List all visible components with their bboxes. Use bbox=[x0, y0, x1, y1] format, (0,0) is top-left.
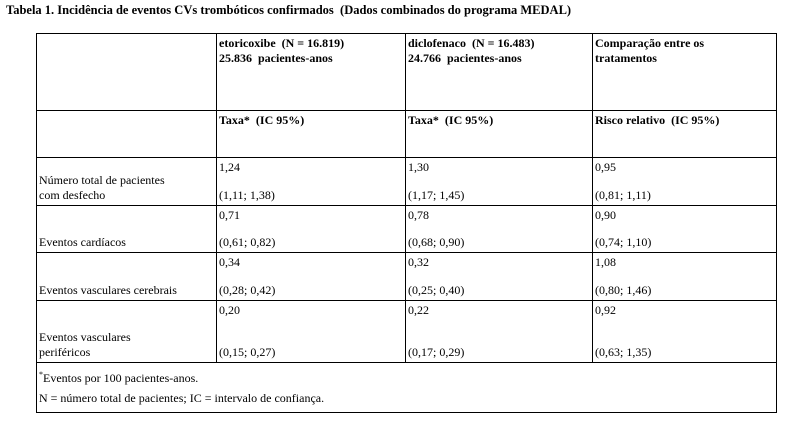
confidence-interval: (0,17; 0,29) bbox=[408, 345, 465, 359]
cell-box: 0,78 (0,68; 0,90) bbox=[408, 208, 590, 250]
rate-value: 1,24 bbox=[219, 160, 240, 174]
confidence-interval: (0,28; 0,42) bbox=[219, 283, 276, 297]
rate-value: 0,22 bbox=[408, 303, 429, 317]
data-cell: 1,08 (0,80; 1,46) bbox=[592, 252, 777, 301]
rate-value: 0,95 bbox=[595, 160, 616, 174]
cell-box: 0,20 (0,15; 0,27) bbox=[219, 303, 403, 360]
subheader-row: Taxa* (IC 95%) Taxa* (IC 95%) Risco relati… bbox=[36, 110, 777, 158]
cell-box: 0,71 (0,61; 0,82) bbox=[219, 208, 403, 250]
header-cell: etoricoxibe (N = 16.819) 25.836 pacientes… bbox=[216, 33, 406, 111]
data-row: Número total de pacientes com desfecho 1,2… bbox=[36, 157, 777, 206]
header-cell: diclofenaco (N = 16.483) 24.766 pacientes… bbox=[405, 33, 593, 111]
rate-value: 0,20 bbox=[219, 303, 240, 317]
label-box: Eventos vasculares cerebrais bbox=[39, 255, 214, 298]
cell-box: 0,92 (0,63; 1,35) bbox=[595, 303, 774, 360]
data-cell: 0,32 (0,25; 0,40) bbox=[405, 252, 593, 301]
label-box: Eventos cardíacos bbox=[39, 208, 214, 250]
data-cell: 1,30 (1,17; 1,45) bbox=[405, 157, 593, 206]
row-label: Eventos cardíacos bbox=[36, 205, 217, 253]
data-cell: 0,20 (0,15; 0,27) bbox=[216, 300, 406, 363]
confidence-interval: (0,61; 0,82) bbox=[219, 235, 276, 249]
header-line: 25.836 pacientes-anos bbox=[219, 51, 333, 65]
cell-box: 0,95 (0,81; 1,11) bbox=[595, 160, 774, 203]
cell-box: 1,24 (1,11; 1,38) bbox=[219, 160, 403, 203]
label-line: Eventos vasculares bbox=[39, 330, 131, 344]
data-row: Eventos vasculares cerebrais 0,34 (0,28; 0… bbox=[36, 252, 777, 301]
data-cell: 0,95 (0,81; 1,11) bbox=[592, 157, 777, 206]
cell-box: 0,90 (0,74; 1,10) bbox=[595, 208, 774, 250]
data-cell: 0,92 (0,63; 1,35) bbox=[592, 300, 777, 363]
label-line: com desfecho bbox=[39, 188, 106, 202]
header-row: etoricoxibe (N = 16.819) 25.836 pacientes… bbox=[36, 33, 777, 111]
confidence-interval: (1,11; 1,38) bbox=[219, 188, 275, 202]
cell-box: 0,32 (0,25; 0,40) bbox=[408, 255, 590, 298]
confidence-interval: (1,17; 1,45) bbox=[408, 188, 465, 202]
confidence-interval: (0,74; 1,10) bbox=[595, 235, 652, 249]
confidence-interval: (0,81; 1,11) bbox=[595, 188, 651, 202]
rate-value: 0,32 bbox=[408, 255, 429, 269]
footnote-row: *Eventos por 100 pacientes-anos. N = núme… bbox=[36, 362, 777, 413]
footnote-text: Eventos por 100 pacientes-anos. bbox=[43, 371, 199, 385]
table-title: Tabela 1. Incidência de eventos CVs trom… bbox=[6, 3, 572, 17]
header-line: tratamentos bbox=[595, 51, 657, 65]
header-line: diclofenaco (N = 16.483) bbox=[408, 36, 535, 50]
header-line: 24.766 pacientes-anos bbox=[408, 51, 522, 65]
data-row: Eventos vasculares periféricos 0,20 (0,15; … bbox=[36, 300, 777, 363]
data-cell: 0,34 (0,28; 0,42) bbox=[216, 252, 406, 301]
footnote-marker: * bbox=[39, 370, 43, 379]
label-line: periféricos bbox=[39, 345, 91, 359]
cell-box: 1,08 (0,80; 1,46) bbox=[595, 255, 774, 298]
rate-value: 0,34 bbox=[219, 255, 240, 269]
footnote-line: *Eventos por 100 pacientes-anos. bbox=[39, 365, 774, 388]
rate-value: 0,78 bbox=[408, 208, 429, 222]
rate-value: 0,90 bbox=[595, 208, 616, 222]
label-box: Número total de pacientes com desfecho bbox=[39, 160, 214, 203]
confidence-interval: (0,68; 0,90) bbox=[408, 235, 465, 249]
subheader-cell: Taxa* (IC 95%) bbox=[216, 110, 406, 158]
rate-value: 0,92 bbox=[595, 303, 616, 317]
table: etoricoxibe (N = 16.819) 25.836 pacientes… bbox=[36, 33, 777, 413]
row-label: Eventos vasculares cerebrais bbox=[36, 252, 217, 301]
row-label: Eventos vasculares periféricos bbox=[36, 300, 217, 363]
confidence-interval: (0,80; 1,46) bbox=[595, 283, 652, 297]
cell-box: 0,34 (0,28; 0,42) bbox=[219, 255, 403, 298]
label-line: Eventos cardíacos bbox=[39, 235, 126, 249]
footnote-line: N = número total de pacientes; IC = inte… bbox=[39, 388, 774, 408]
data-cell: 0,90 (0,74; 1,10) bbox=[592, 205, 777, 253]
empty-cell bbox=[36, 33, 217, 111]
empty-cell bbox=[36, 110, 217, 158]
data-cell: 0,22 (0,17; 0,29) bbox=[405, 300, 593, 363]
footnote-cell: *Eventos por 100 pacientes-anos. N = núme… bbox=[36, 362, 777, 413]
header-line: etoricoxibe (N = 16.819) bbox=[219, 36, 345, 50]
rate-value: 0,71 bbox=[219, 208, 240, 222]
cell-box: 1,30 (1,17; 1,45) bbox=[408, 160, 590, 203]
subheader-cell: Risco relativo (IC 95%) bbox=[592, 110, 777, 158]
label-line: Eventos vasculares cerebrais bbox=[39, 283, 177, 297]
data-row: Eventos cardíacos 0,71 (0,61; 0,82) 0,78 (0,… bbox=[36, 205, 777, 253]
header-line: Comparação entre os bbox=[595, 36, 705, 50]
confidence-interval: (0,15; 0,27) bbox=[219, 345, 276, 359]
data-cell: 0,71 (0,61; 0,82) bbox=[216, 205, 406, 253]
row-label: Número total de pacientes com desfecho bbox=[36, 157, 217, 206]
confidence-interval: (0,63; 1,35) bbox=[595, 345, 652, 359]
data-cell: 1,24 (1,11; 1,38) bbox=[216, 157, 406, 206]
label-line: Número total de pacientes bbox=[39, 173, 165, 187]
label-box: Eventos vasculares periféricos bbox=[39, 303, 214, 360]
header-cell: Comparação entre os tratamentos bbox=[592, 33, 777, 111]
rate-value: 1,08 bbox=[595, 255, 616, 269]
confidence-interval: (0,25; 0,40) bbox=[408, 283, 465, 297]
data-cell: 0,78 (0,68; 0,90) bbox=[405, 205, 593, 253]
footnote-text: N = número total de pacientes; IC = inte… bbox=[39, 391, 325, 405]
rate-value: 1,30 bbox=[408, 160, 429, 174]
subheader-cell: Taxa* (IC 95%) bbox=[405, 110, 593, 158]
cell-box: 0,22 (0,17; 0,29) bbox=[408, 303, 590, 360]
